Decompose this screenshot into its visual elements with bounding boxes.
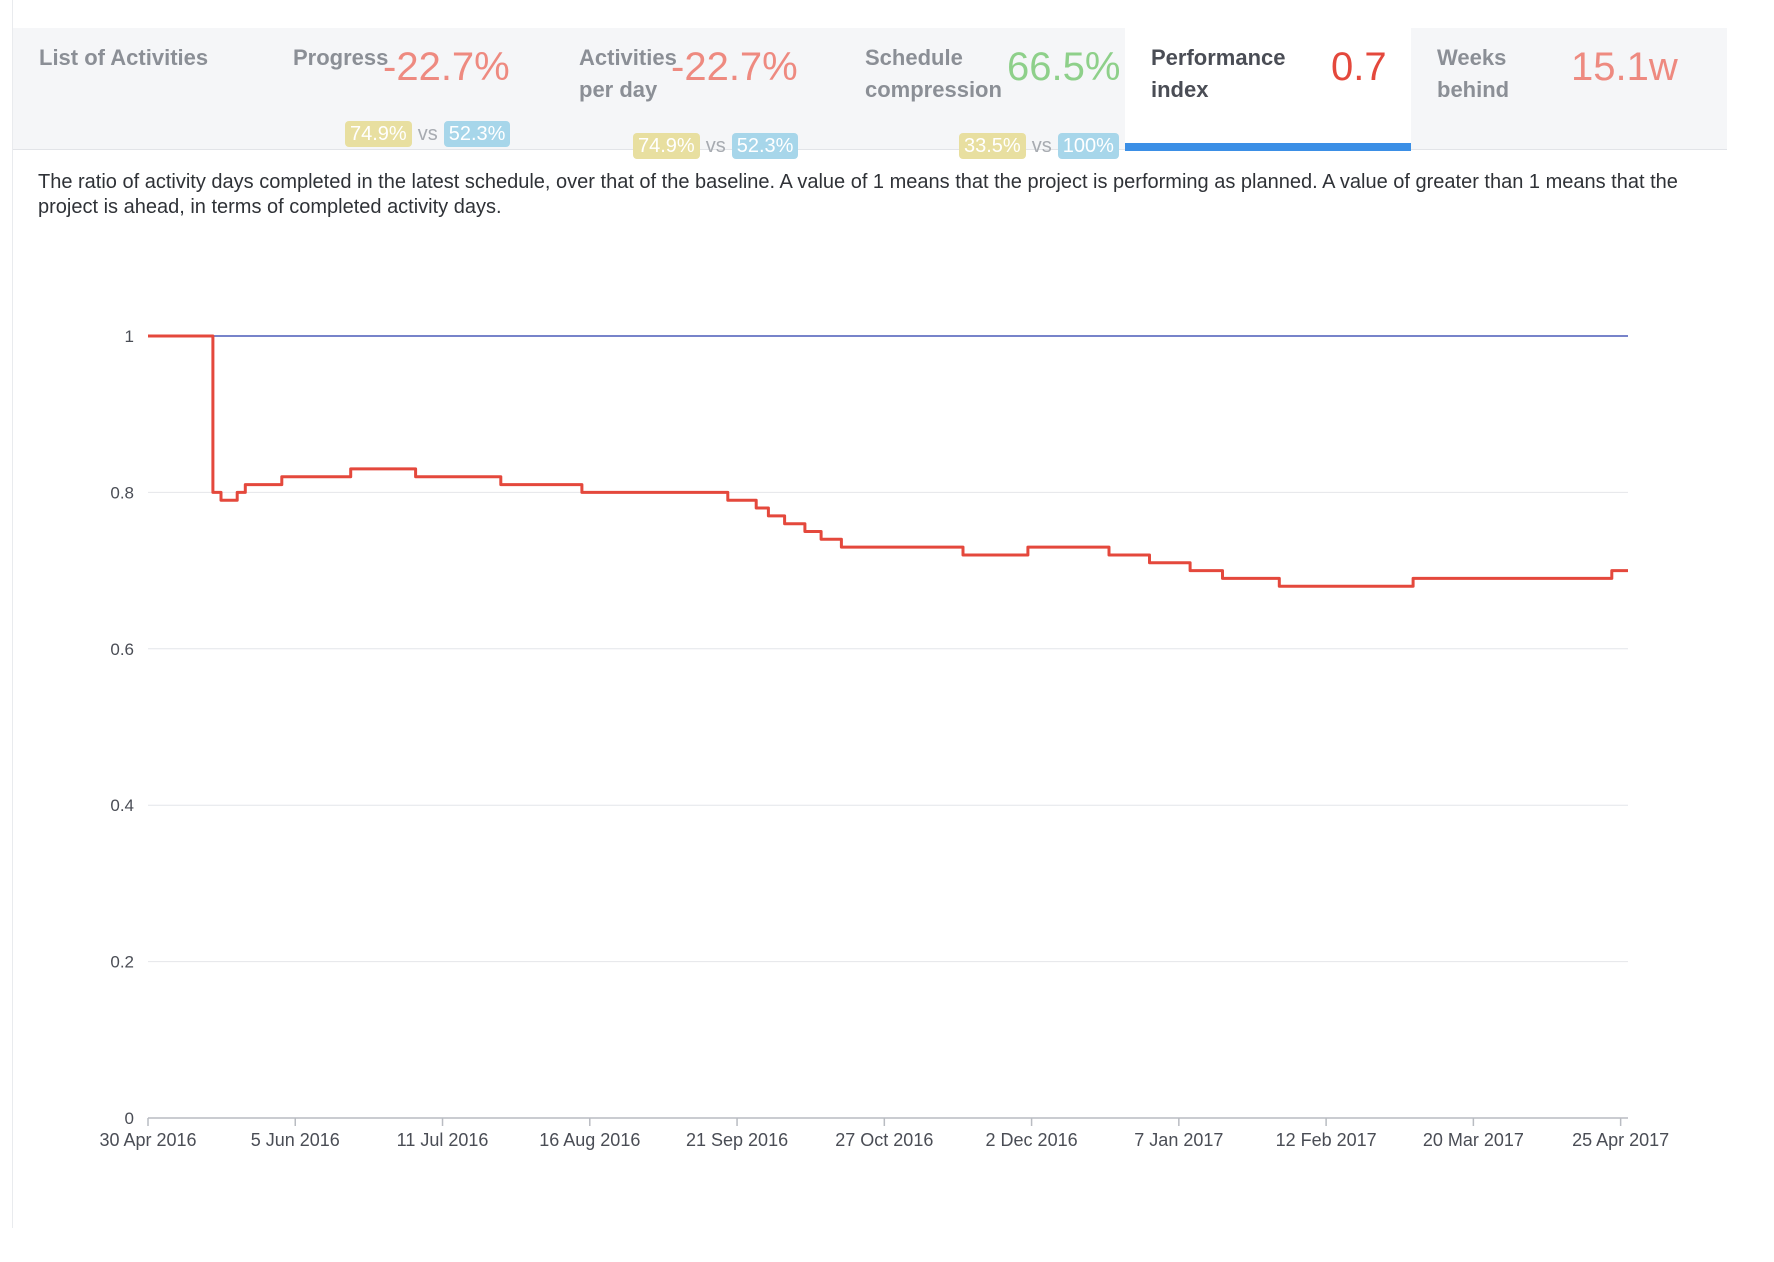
series-line-latest	[148, 334, 1628, 588]
schedule-compression-comparison: 33.5% vs 100%	[959, 133, 1119, 159]
tab-label: Progress	[293, 45, 389, 70]
x-tick-label: 21 Sep 2016	[686, 1130, 788, 1150]
chart-gridlines	[148, 335, 1628, 1119]
x-tick-label: 20 Mar 2017	[1423, 1130, 1524, 1150]
baseline-value-chip: 100%	[1057, 133, 1119, 159]
tab-label: Schedule compression	[865, 45, 1002, 102]
x-tick-label: 16 Aug 2016	[539, 1130, 640, 1150]
x-tick-label: 30 Apr 2016	[99, 1130, 196, 1150]
x-axis: 30 Apr 2016 5 Jun 2016 11 Jul 2016 16 Aug 2…	[99, 1118, 1669, 1150]
y-tick-label: 0.2	[110, 953, 134, 972]
y-tick-label: 0	[125, 1109, 134, 1128]
tab-label: Performance index	[1151, 45, 1286, 102]
baseline-value-chip: 52.3%	[443, 121, 511, 147]
vs-label: vs	[705, 135, 726, 157]
performance-index-value: 0.7	[1331, 45, 1387, 89]
x-tick-label: 11 Jul 2016	[397, 1130, 489, 1150]
progress-comparison: 74.9% vs 52.3%	[345, 121, 511, 147]
activities-per-day-value: -22.7%	[671, 45, 798, 89]
latest-value-chip: 33.5%	[959, 133, 1026, 159]
latest-value-chip: 74.9%	[633, 133, 700, 159]
y-axis: 0 0.2 0.4 0.6 0.8 1	[110, 327, 134, 1128]
tab-label: List of Activities	[39, 45, 209, 70]
x-tick-label: 7 Jan 2017	[1134, 1130, 1223, 1150]
tab-list-of-activities[interactable]: List of Activities	[13, 28, 267, 149]
chart-series	[148, 334, 1628, 588]
tab-label: Activities per day	[579, 45, 677, 102]
y-tick-label: 0.6	[110, 640, 134, 659]
tab-weeks-behind[interactable]: Weeks behind 15.1w	[1411, 28, 1701, 149]
x-tick-label: 27 Oct 2016	[835, 1130, 933, 1150]
tab-activities-per-day[interactable]: Activities per day -22.7% 74.9% vs 52.3%	[553, 28, 839, 159]
tab-schedule-compression[interactable]: Schedule compression 66.5% 33.5% vs 100%	[839, 28, 1125, 159]
activities-per-day-comparison: 74.9% vs 52.3%	[633, 133, 799, 159]
tab-performance-index[interactable]: Performance index 0.7	[1125, 28, 1411, 151]
weeks-behind-value: 15.1w	[1571, 45, 1678, 89]
vs-label: vs	[1031, 135, 1052, 157]
metrics-tab-bar: List of Activities Progress -22.7% 74.9%…	[13, 28, 1727, 159]
x-tick-label: 12 Feb 2017	[1276, 1130, 1377, 1150]
y-tick-label: 0.4	[110, 796, 134, 815]
progress-value: -22.7%	[383, 45, 510, 89]
tab-label: Weeks behind	[1437, 45, 1510, 102]
schedule-compression-value: 66.5%	[1007, 45, 1121, 89]
y-tick-label: 1	[125, 327, 134, 346]
x-tick-label: 2 Dec 2016	[986, 1130, 1078, 1150]
dashboard-panel: List of Activities Progress -22.7% 74.9%…	[12, 0, 1727, 1228]
y-tick-label: 0.8	[110, 483, 134, 502]
latest-value-chip: 74.9%	[345, 121, 412, 147]
x-tick-label: 25 Apr 2017	[1572, 1130, 1669, 1150]
metric-description: The ratio of activity days completed in …	[38, 171, 1678, 218]
tab-progress[interactable]: Progress -22.7% 74.9% vs 52.3%	[267, 28, 553, 149]
active-tab-indicator	[1125, 143, 1411, 151]
baseline-value-chip: 52.3%	[731, 133, 799, 159]
x-tick-label: 5 Jun 2016	[251, 1130, 340, 1150]
vs-label: vs	[417, 123, 438, 145]
